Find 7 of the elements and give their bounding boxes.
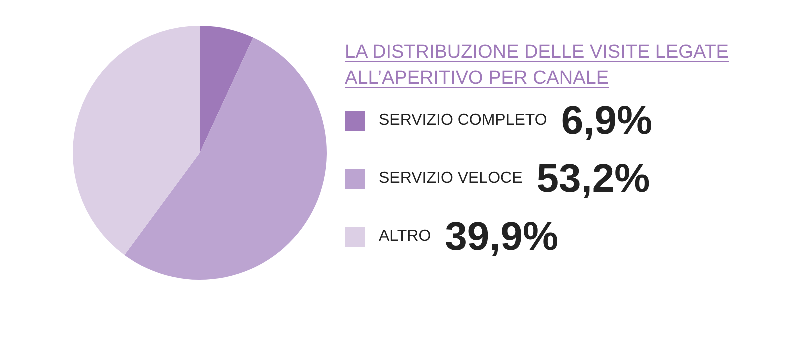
data-label: 53,2% [536,156,650,202]
legend-label: SERVIZIO COMPLETO [379,112,548,130]
text: LA DISTRIBUZIONE DELLE VISITE LEGATE ALL’APERITIVO PER CANALE [345,41,730,91]
legend-label: ALTRO [379,228,432,246]
data-label: 6,9% [561,98,653,144]
legend-label: SERVIZIO VELOCE [379,170,523,188]
data-label: 39,9% [445,214,559,260]
